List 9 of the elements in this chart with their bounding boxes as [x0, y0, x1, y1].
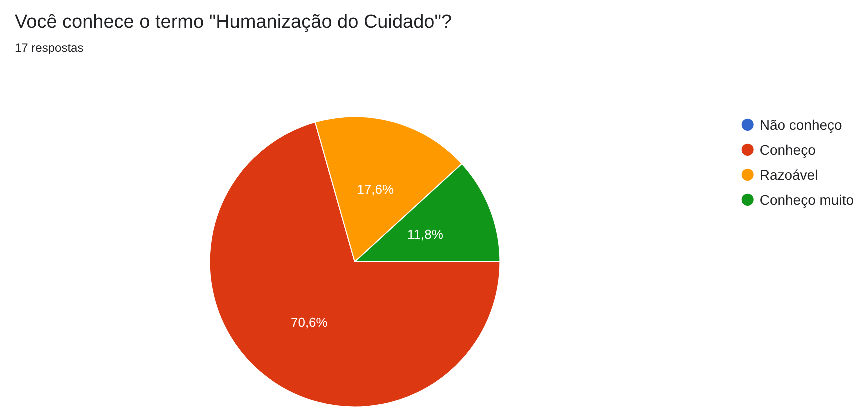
legend-label: Conheço — [760, 142, 816, 158]
legend-label: Razoável — [760, 167, 818, 183]
data-label: 17,6% — [357, 182, 394, 197]
legend-label: Não conheço — [760, 117, 843, 133]
data-label: 11,8% — [408, 227, 444, 242]
chart-title: Você conhece o termo "Humanização do Cuidado"? — [15, 12, 452, 33]
data-label: 70,6% — [290, 314, 328, 330]
text: 17 respostas — [15, 41, 84, 55]
legend-label: Conheço muito — [760, 192, 854, 208]
